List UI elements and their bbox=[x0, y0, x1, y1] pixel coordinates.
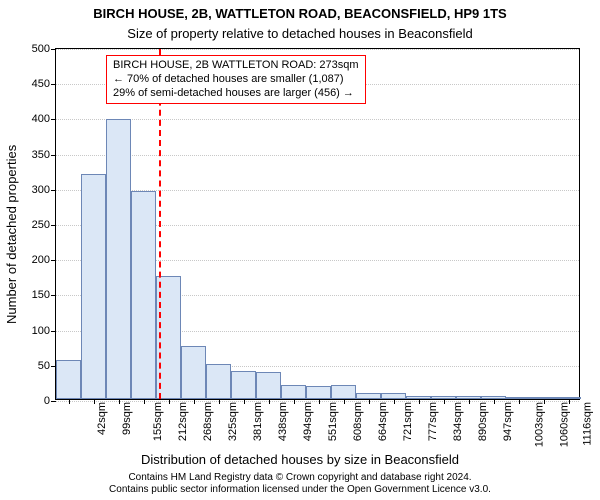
xtick-label: 99sqm bbox=[121, 402, 133, 435]
xtick-mark bbox=[419, 399, 420, 404]
chart-container: BIRCH HOUSE, 2B, WATTLETON ROAD, BEACONS… bbox=[0, 0, 600, 500]
histogram-bar bbox=[81, 174, 106, 399]
ytick-label: 200 bbox=[32, 254, 56, 266]
ytick-label: 450 bbox=[32, 78, 56, 90]
gridline bbox=[56, 155, 579, 156]
xtick-label: 664sqm bbox=[377, 402, 389, 441]
xtick-mark bbox=[244, 399, 245, 404]
footer-line: Contains public sector information licen… bbox=[0, 484, 600, 496]
histogram-bar bbox=[181, 346, 206, 399]
xtick-label: 381sqm bbox=[252, 402, 264, 441]
gridline bbox=[56, 401, 579, 402]
histogram-bar bbox=[231, 371, 256, 399]
xtick-mark bbox=[344, 399, 345, 404]
annotation-line: 29% of semi-detached houses are larger (… bbox=[113, 87, 359, 101]
xtick-label: 608sqm bbox=[352, 402, 364, 441]
xtick-label: 494sqm bbox=[302, 402, 314, 441]
xtick-label: 1003sqm bbox=[533, 402, 545, 447]
xtick-mark bbox=[269, 399, 270, 404]
xtick-label: 438sqm bbox=[277, 402, 289, 441]
xtick-mark bbox=[219, 399, 220, 404]
xtick-mark bbox=[319, 399, 320, 404]
xtick-label: 890sqm bbox=[477, 402, 489, 441]
footer-line: Contains HM Land Registry data © Crown c… bbox=[0, 472, 600, 484]
annotation-line: ← 70% of detached houses are smaller (1,… bbox=[113, 73, 359, 87]
xtick-label: 42sqm bbox=[96, 402, 108, 435]
xtick-mark bbox=[69, 399, 70, 404]
xtick-mark bbox=[119, 399, 120, 404]
xtick-label: 212sqm bbox=[177, 402, 189, 441]
ytick-label: 50 bbox=[38, 360, 56, 372]
gridline bbox=[56, 119, 579, 120]
xtick-mark bbox=[194, 399, 195, 404]
ytick-label: 0 bbox=[44, 395, 56, 407]
xtick-mark bbox=[144, 399, 145, 404]
histogram-bar bbox=[281, 385, 306, 399]
xtick-mark bbox=[169, 399, 170, 404]
ytick-label: 250 bbox=[32, 219, 56, 231]
xtick-label: 721sqm bbox=[402, 402, 414, 441]
chart-subtitle: Size of property relative to detached ho… bbox=[0, 26, 600, 41]
xtick-mark bbox=[369, 399, 370, 404]
xtick-mark bbox=[94, 399, 95, 404]
xtick-label: 1116sqm bbox=[581, 402, 593, 446]
xtick-label: 1060sqm bbox=[558, 402, 570, 447]
histogram-bar bbox=[331, 385, 356, 399]
ytick-label: 400 bbox=[32, 113, 56, 125]
xtick-label: 777sqm bbox=[427, 402, 439, 441]
ytick-label: 100 bbox=[32, 325, 56, 337]
ytick-label: 350 bbox=[32, 149, 56, 161]
xtick-mark bbox=[569, 399, 570, 404]
y-axis-label: Number of detached properties bbox=[4, 145, 19, 324]
xtick-label: 325sqm bbox=[227, 402, 239, 441]
histogram-bar bbox=[256, 372, 281, 399]
ytick-label: 300 bbox=[32, 184, 56, 196]
annotation-line: BIRCH HOUSE, 2B WATTLETON ROAD: 273sqm bbox=[113, 59, 359, 73]
ytick-label: 150 bbox=[32, 289, 56, 301]
histogram-bar bbox=[56, 360, 81, 399]
xtick-mark bbox=[444, 399, 445, 404]
xtick-label: 834sqm bbox=[452, 402, 464, 441]
xtick-mark bbox=[494, 399, 495, 404]
ytick-label: 500 bbox=[32, 43, 56, 55]
xtick-label: 268sqm bbox=[202, 402, 214, 441]
xtick-mark bbox=[544, 399, 545, 404]
histogram-bar bbox=[106, 119, 131, 399]
xtick-mark bbox=[394, 399, 395, 404]
xtick-mark bbox=[469, 399, 470, 404]
histogram-bar bbox=[131, 191, 156, 399]
histogram-bar bbox=[206, 364, 231, 399]
plot-area: 05010015020025030035040045050042sqm99sqm… bbox=[55, 48, 580, 400]
x-axis-label: Distribution of detached houses by size … bbox=[0, 452, 600, 467]
xtick-mark bbox=[519, 399, 520, 404]
xtick-label: 947sqm bbox=[502, 402, 514, 441]
xtick-label: 551sqm bbox=[327, 402, 339, 441]
xtick-label: 155sqm bbox=[152, 402, 164, 441]
chart-title: BIRCH HOUSE, 2B, WATTLETON ROAD, BEACONS… bbox=[0, 6, 600, 21]
gridline bbox=[56, 49, 579, 50]
xtick-mark bbox=[294, 399, 295, 404]
footer-attribution: Contains HM Land Registry data © Crown c… bbox=[0, 472, 600, 496]
histogram-bar bbox=[306, 386, 331, 399]
annotation-box: BIRCH HOUSE, 2B WATTLETON ROAD: 273sqm← … bbox=[106, 55, 366, 104]
